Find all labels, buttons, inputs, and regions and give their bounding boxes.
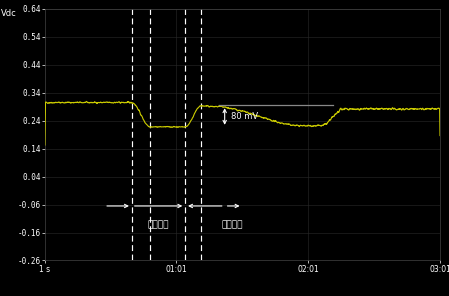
Y-axis label: Vdc: Vdc — [0, 9, 16, 18]
Text: 회복시간: 회복시간 — [222, 220, 243, 229]
Text: 반응시간: 반응시간 — [148, 220, 169, 229]
Text: 80 mV: 80 mV — [231, 112, 258, 121]
